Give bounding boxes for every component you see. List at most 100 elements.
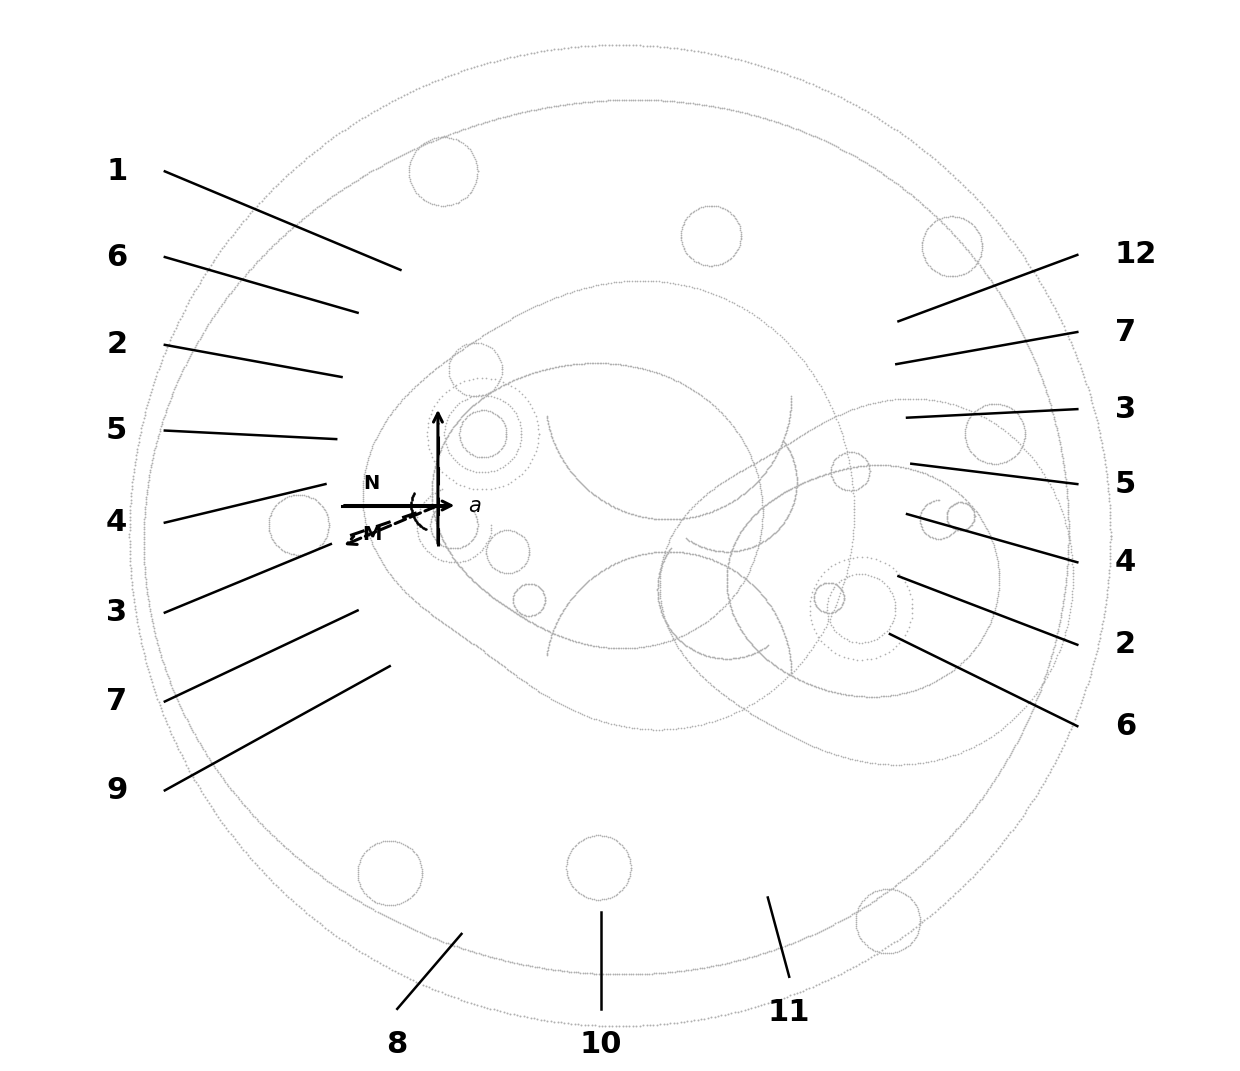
Point [795,674,815,691]
Point [575,964,595,981]
Point [138,481,157,498]
Point [889,634,909,651]
Point [428,131,448,148]
Point [965,257,985,274]
Point [859,461,879,478]
Point [815,386,835,403]
Point [920,258,940,275]
Point [755,945,775,962]
Point [498,600,518,617]
Point [567,94,587,111]
Point [1097,585,1117,602]
Point [835,573,854,590]
Point [837,92,857,109]
Point [738,647,758,664]
Point [170,369,190,387]
Point [930,266,950,283]
Point [439,360,459,377]
Point [673,544,693,561]
Point [703,197,723,214]
Point [841,146,861,163]
Point [906,918,926,935]
Point [720,413,740,431]
Point [758,59,777,76]
Point [751,487,771,504]
Point [626,36,646,54]
Point [914,522,934,539]
Point [583,485,603,502]
Point [957,181,977,198]
Point [825,452,844,469]
Point [920,217,940,235]
Point [957,809,977,826]
Point [636,509,656,526]
Point [441,547,461,564]
Point [753,647,773,664]
Point [151,699,171,716]
Point [784,342,804,359]
Point [780,651,800,668]
Point [678,207,698,224]
Point [1055,466,1075,483]
Point [666,628,686,645]
Point [733,519,753,537]
Point [315,871,335,888]
Point [777,417,797,434]
Point [978,781,998,798]
Point [306,492,326,509]
Point [480,527,500,544]
Point [315,919,335,936]
Point [1009,730,1029,748]
Point [454,562,474,579]
Point [459,387,479,404]
Point [357,165,377,182]
Point [520,103,539,120]
Point [740,704,760,721]
Point [908,924,928,941]
Point [1060,538,1080,555]
Point [997,829,1017,846]
Point [355,464,374,481]
Point [1050,608,1070,625]
Point [260,239,280,256]
Point [919,201,939,218]
Point [1037,663,1056,680]
Point [940,208,960,225]
Point [564,39,584,56]
Point [766,114,786,131]
Point [735,516,755,533]
Point [270,540,290,557]
Point [632,965,652,982]
Point [996,753,1016,770]
Point [916,850,936,868]
Point [481,383,501,401]
Point [1084,655,1104,673]
Point [1008,316,1028,333]
Point [677,651,697,668]
Point [134,533,154,550]
Point [711,956,730,974]
Point [1068,705,1087,722]
Point [1039,390,1059,407]
Point [1029,458,1049,476]
Point [712,288,732,305]
Point [661,625,681,643]
Point [433,553,453,570]
Point [651,604,671,621]
Point [918,496,937,513]
Point [595,966,615,983]
Point [1029,683,1049,700]
Point [242,202,262,220]
Point [677,510,697,527]
Point [825,621,844,638]
Point [844,751,864,768]
Point [197,318,217,335]
Point [350,854,370,871]
Point [403,487,423,504]
Point [403,488,423,506]
Point [505,372,525,389]
Point [476,534,496,552]
Point [588,638,608,655]
Point [680,719,699,736]
Point [701,541,720,558]
